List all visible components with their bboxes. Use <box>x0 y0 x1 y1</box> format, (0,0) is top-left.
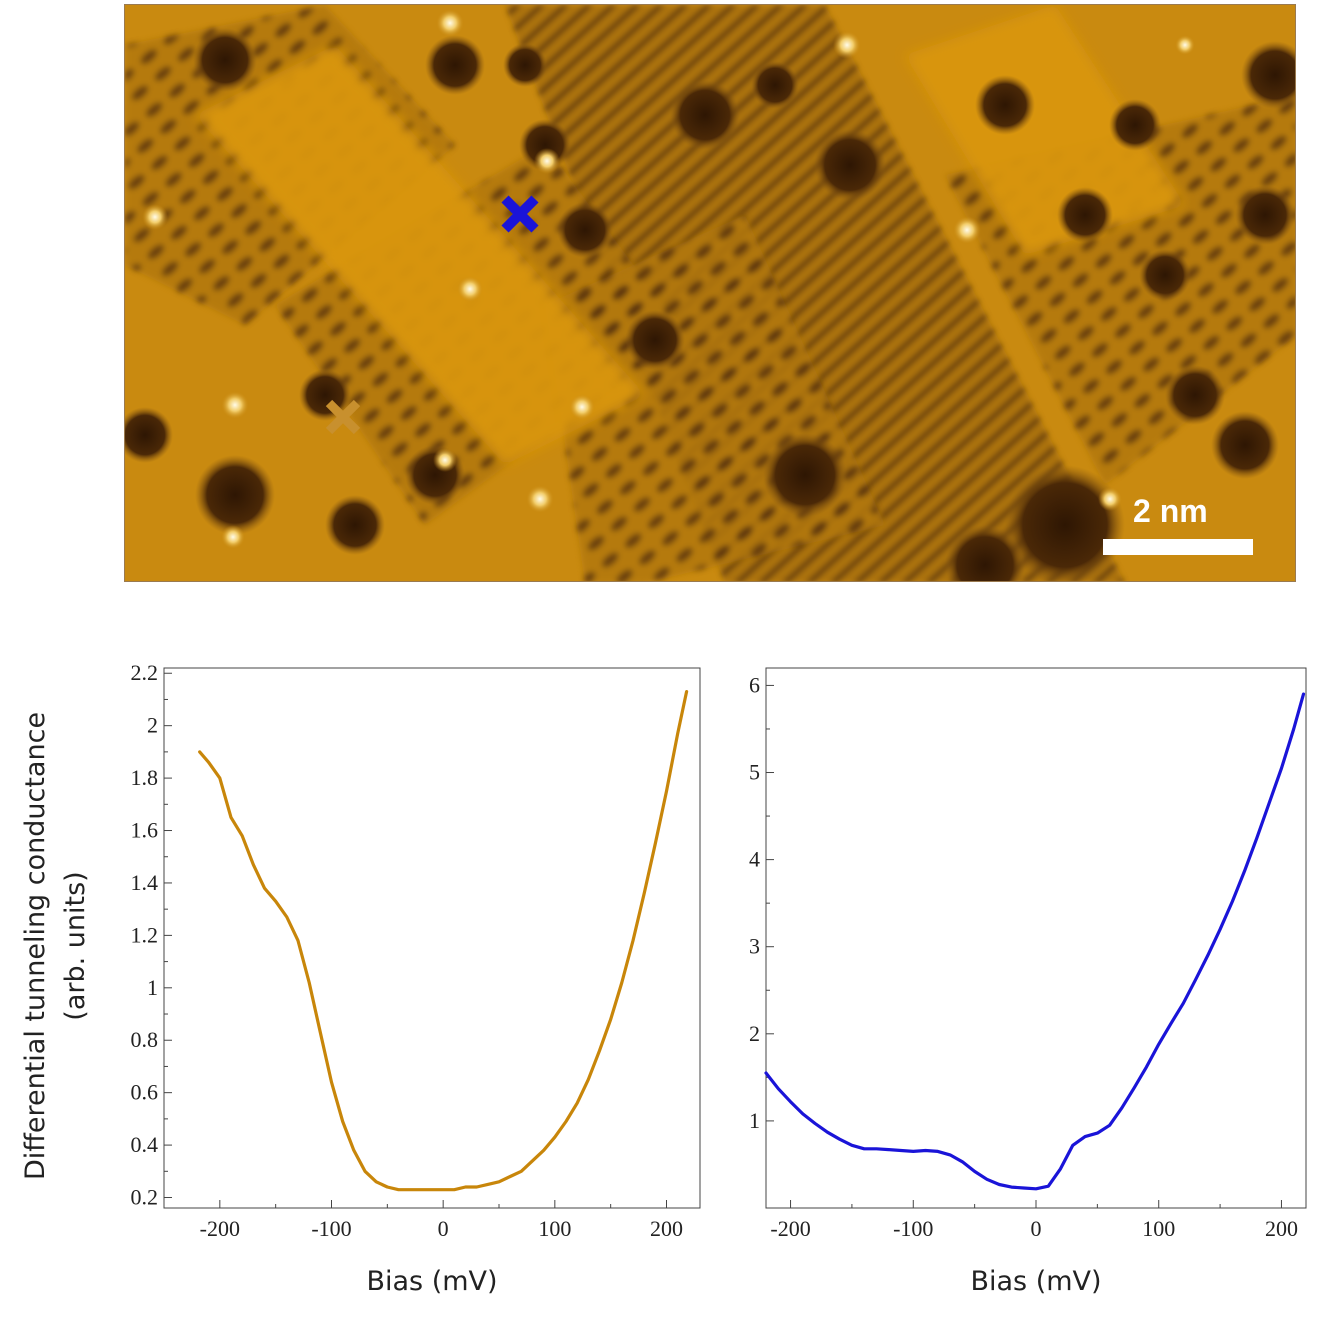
y-tick-label: 3 <box>749 934 760 959</box>
spectrum-line <box>198 690 689 1192</box>
y-tick-label: 5 <box>749 760 760 785</box>
y-tick-label: 4 <box>749 847 760 872</box>
spectrum-line <box>764 692 1306 1191</box>
y-tick-label: 1.6 <box>131 818 159 843</box>
stm-topography-image: 2 nm <box>124 4 1296 582</box>
y-tick-label: 2 <box>147 713 158 738</box>
y-tick-label: 1.4 <box>131 870 159 895</box>
texture-band <box>505 5 1124 581</box>
y-tick-label: 2 <box>749 1021 760 1046</box>
x-axis-title: Bias (mV) <box>970 1266 1101 1297</box>
x-axis-title: Bias (mV) <box>366 1266 497 1297</box>
y-tick-label: 0.4 <box>131 1132 159 1157</box>
y-tick-label: 2.2 <box>131 660 159 685</box>
y-tick-label: 1 <box>147 975 158 1000</box>
plot-frame <box>765 667 1307 1209</box>
y-tick-label: 0.8 <box>131 1027 159 1052</box>
x-tick-label: 0 <box>438 1216 449 1241</box>
plot-frame <box>163 667 701 1209</box>
x-tick-label: -200 <box>200 1216 240 1241</box>
x-tick-label: -100 <box>893 1216 933 1241</box>
y-tick-label: 1.2 <box>131 922 159 947</box>
left-chart: -200 -100 0 100 200 0.2 0.4 0.6 0.8 1 1.2 1.4 1.6 1.8… <box>131 660 701 1297</box>
y-tick-label: 0.2 <box>131 1185 159 1210</box>
x-tick-label: -200 <box>770 1216 810 1241</box>
x-tick-label: 100 <box>538 1216 571 1241</box>
scale-bar-label: 2 nm <box>1133 493 1208 529</box>
scale-bar <box>1103 539 1253 555</box>
y-axis-title-line2: (arb. units) <box>60 871 91 1020</box>
y-tick-label: 1 <box>749 1108 760 1133</box>
x-tick-label: 200 <box>650 1216 683 1241</box>
y-tick-label: 0.6 <box>131 1080 159 1105</box>
x-tick-label: 0 <box>1031 1216 1042 1241</box>
y-tick-label: 1.8 <box>131 765 159 790</box>
blue-cross-marker-icon <box>501 195 539 233</box>
x-tick-label: -100 <box>311 1216 351 1241</box>
orange-cross-marker-icon <box>325 399 361 435</box>
right-chart: -200 -100 0 100 200 1 2 3 4 5 6 Bias (mV) <box>749 667 1307 1297</box>
x-tick-label: 200 <box>1265 1216 1298 1241</box>
stm-texture-layer <box>125 5 1295 581</box>
x-tick-label: 100 <box>1142 1216 1175 1241</box>
stm-image-canvas <box>125 5 1295 581</box>
y-axis-title-line1: Differential tunneling conductance <box>20 712 51 1180</box>
y-tick-label: 6 <box>749 672 760 697</box>
